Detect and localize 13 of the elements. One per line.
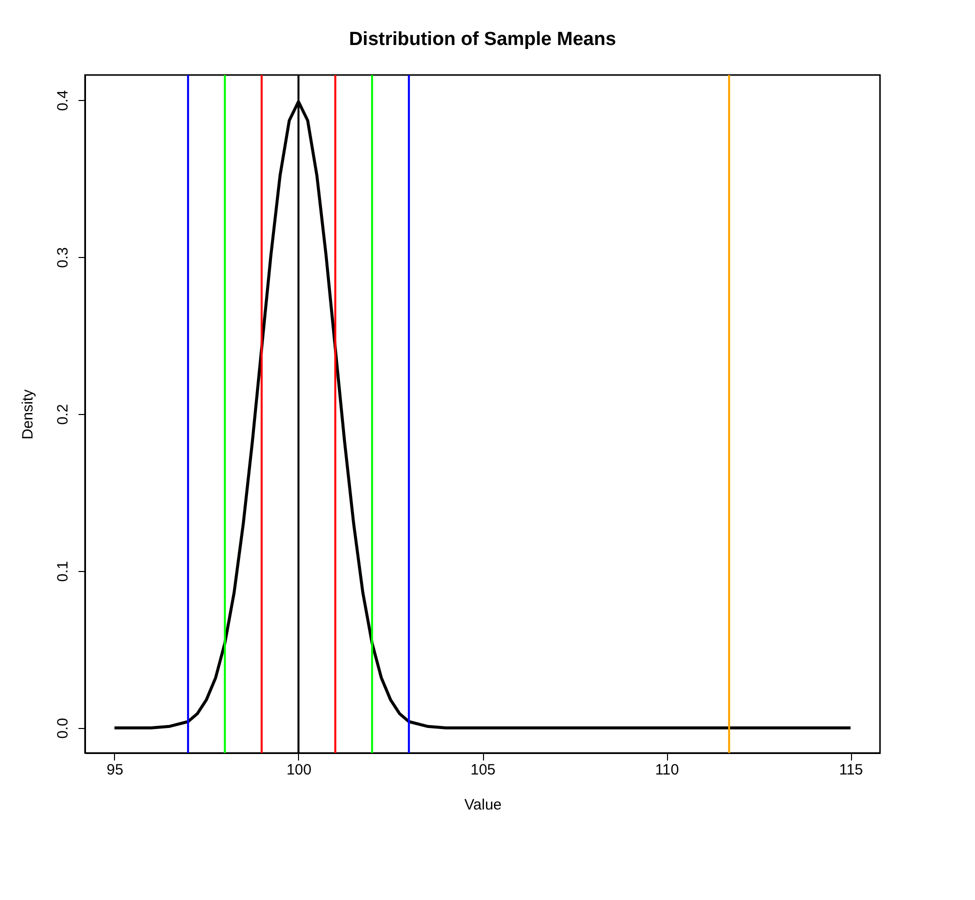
x-axis-title: Value (464, 796, 502, 814)
y-tick-label: 0.4 (54, 90, 72, 112)
x-tick-label: 110 (655, 762, 679, 778)
y-tick-label: 0.0 (54, 718, 72, 739)
y-tick-label: 0.2 (54, 404, 72, 425)
y-tick-label: 0.1 (54, 561, 72, 582)
x-tick-label: 105 (470, 762, 496, 778)
y-axis-title: Density (20, 389, 36, 440)
y-tick-label: 0.3 (54, 247, 72, 268)
x-tick-label: 100 (286, 762, 312, 778)
x-tick-label: 95 (106, 762, 124, 778)
chart-title: Distribution of Sample Means (348, 29, 616, 50)
x-tick-label: 115 (839, 762, 864, 778)
